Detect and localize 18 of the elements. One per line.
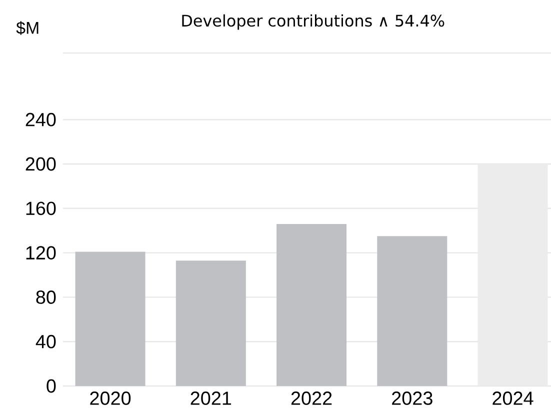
y-tick-label: 40 (36, 334, 56, 348)
x-tick-label: 2023 (392, 392, 432, 405)
bar (75, 252, 146, 386)
bar (176, 260, 246, 386)
y-tick-label: 200 (26, 157, 56, 171)
x-tick-label: 2024 (492, 392, 534, 405)
y-tick-label: 120 (26, 246, 56, 260)
bar (377, 236, 448, 386)
y-tick-label: 160 (26, 202, 56, 216)
x-tick-label: 2020 (90, 392, 131, 405)
y-tick-label: 0 (46, 379, 56, 393)
y-tick-label: 80 (36, 290, 56, 304)
y-axis-title: $M (16, 21, 38, 35)
chart-title: Developer contributions ∧ 54.4% (182, 14, 444, 30)
y-tick-label: 240 (26, 112, 56, 126)
bar (276, 224, 347, 386)
x-tick-label: 2021 (190, 392, 232, 405)
x-tick-label: 2022 (291, 392, 332, 405)
